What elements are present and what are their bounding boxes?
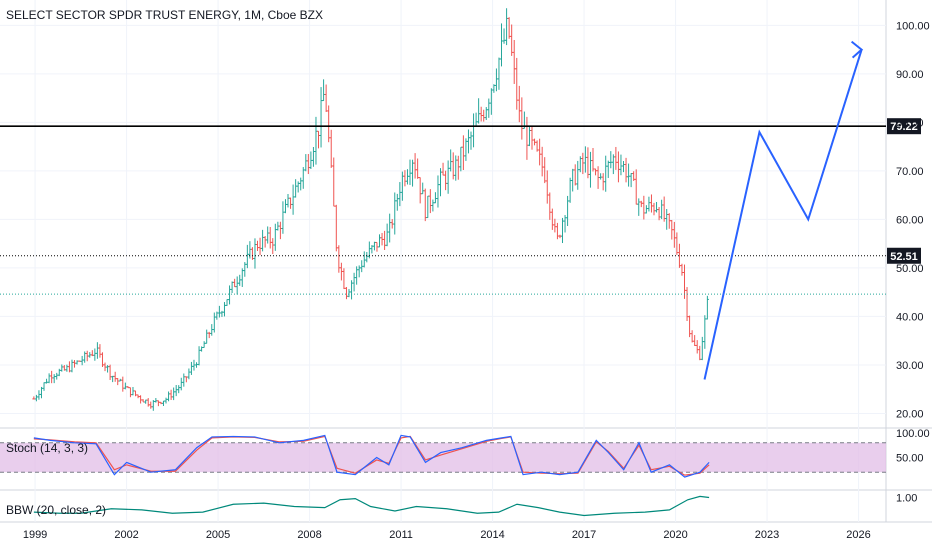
stochastic-panel: [0, 434, 886, 478]
x-tick-label: 1999: [23, 529, 47, 541]
axes: 1999 2002 2005 2008 2011 2014 2017 2020 2023 2026…: [23, 20, 930, 541]
x-tick-label: 2002: [114, 529, 138, 541]
bbw-line: [33, 495, 710, 517]
x-tick-label: 2005: [206, 529, 230, 541]
x-tick-label: 2011: [389, 529, 413, 541]
chart-title: SELECT SECTOR SPDR TRUST ENERGY, 1M, Cbo…: [6, 8, 323, 22]
stoch-band: [0, 442, 886, 473]
y-tick-label: 30.00: [896, 360, 924, 372]
y-tick-label: 40.00: [896, 311, 924, 323]
level-badge: [887, 247, 921, 264]
x-tick-label: 2020: [663, 529, 687, 541]
stoch-k-line: [33, 434, 710, 478]
grid-lines: [0, 0, 932, 523]
stoch-tick-label: 100.00: [896, 428, 930, 440]
stoch-label: Stoch (14, 3, 3): [6, 441, 88, 455]
level-badge: [887, 118, 921, 135]
bbw-tick-label: 1.00: [896, 493, 917, 505]
y-tick-label: 80.00: [896, 117, 924, 129]
level-badge-label: 79.22: [890, 121, 918, 133]
y-tick-label: 60.00: [896, 214, 924, 226]
bbw-panel: [33, 495, 710, 517]
x-tick-label: 2026: [846, 529, 870, 541]
y-tick-label: 90.00: [896, 69, 924, 81]
forecast-line: [703, 49, 863, 380]
bbw-label: BBW (20, close, 2): [6, 503, 106, 517]
horizontal-levels: 79.22 52.51: [0, 118, 921, 295]
x-tick-label: 2017: [572, 529, 596, 541]
forecast-arrowhead: [850, 40, 864, 59]
level-badge-label: 52.51: [890, 251, 918, 263]
x-tick-label: 2014: [480, 529, 504, 541]
y-tick-label: 50.00: [896, 263, 924, 275]
price-panel: [32, 8, 709, 411]
stoch-tick-label: 50.00: [896, 453, 924, 465]
x-tick-label: 2008: [297, 529, 321, 541]
forecast-path: [703, 40, 864, 380]
x-tick-label: 2023: [755, 529, 779, 541]
y-tick-label: 70.00: [896, 166, 924, 178]
y-tick-label: 20.00: [896, 408, 924, 420]
y-tick-label: 100.00: [896, 20, 930, 32]
